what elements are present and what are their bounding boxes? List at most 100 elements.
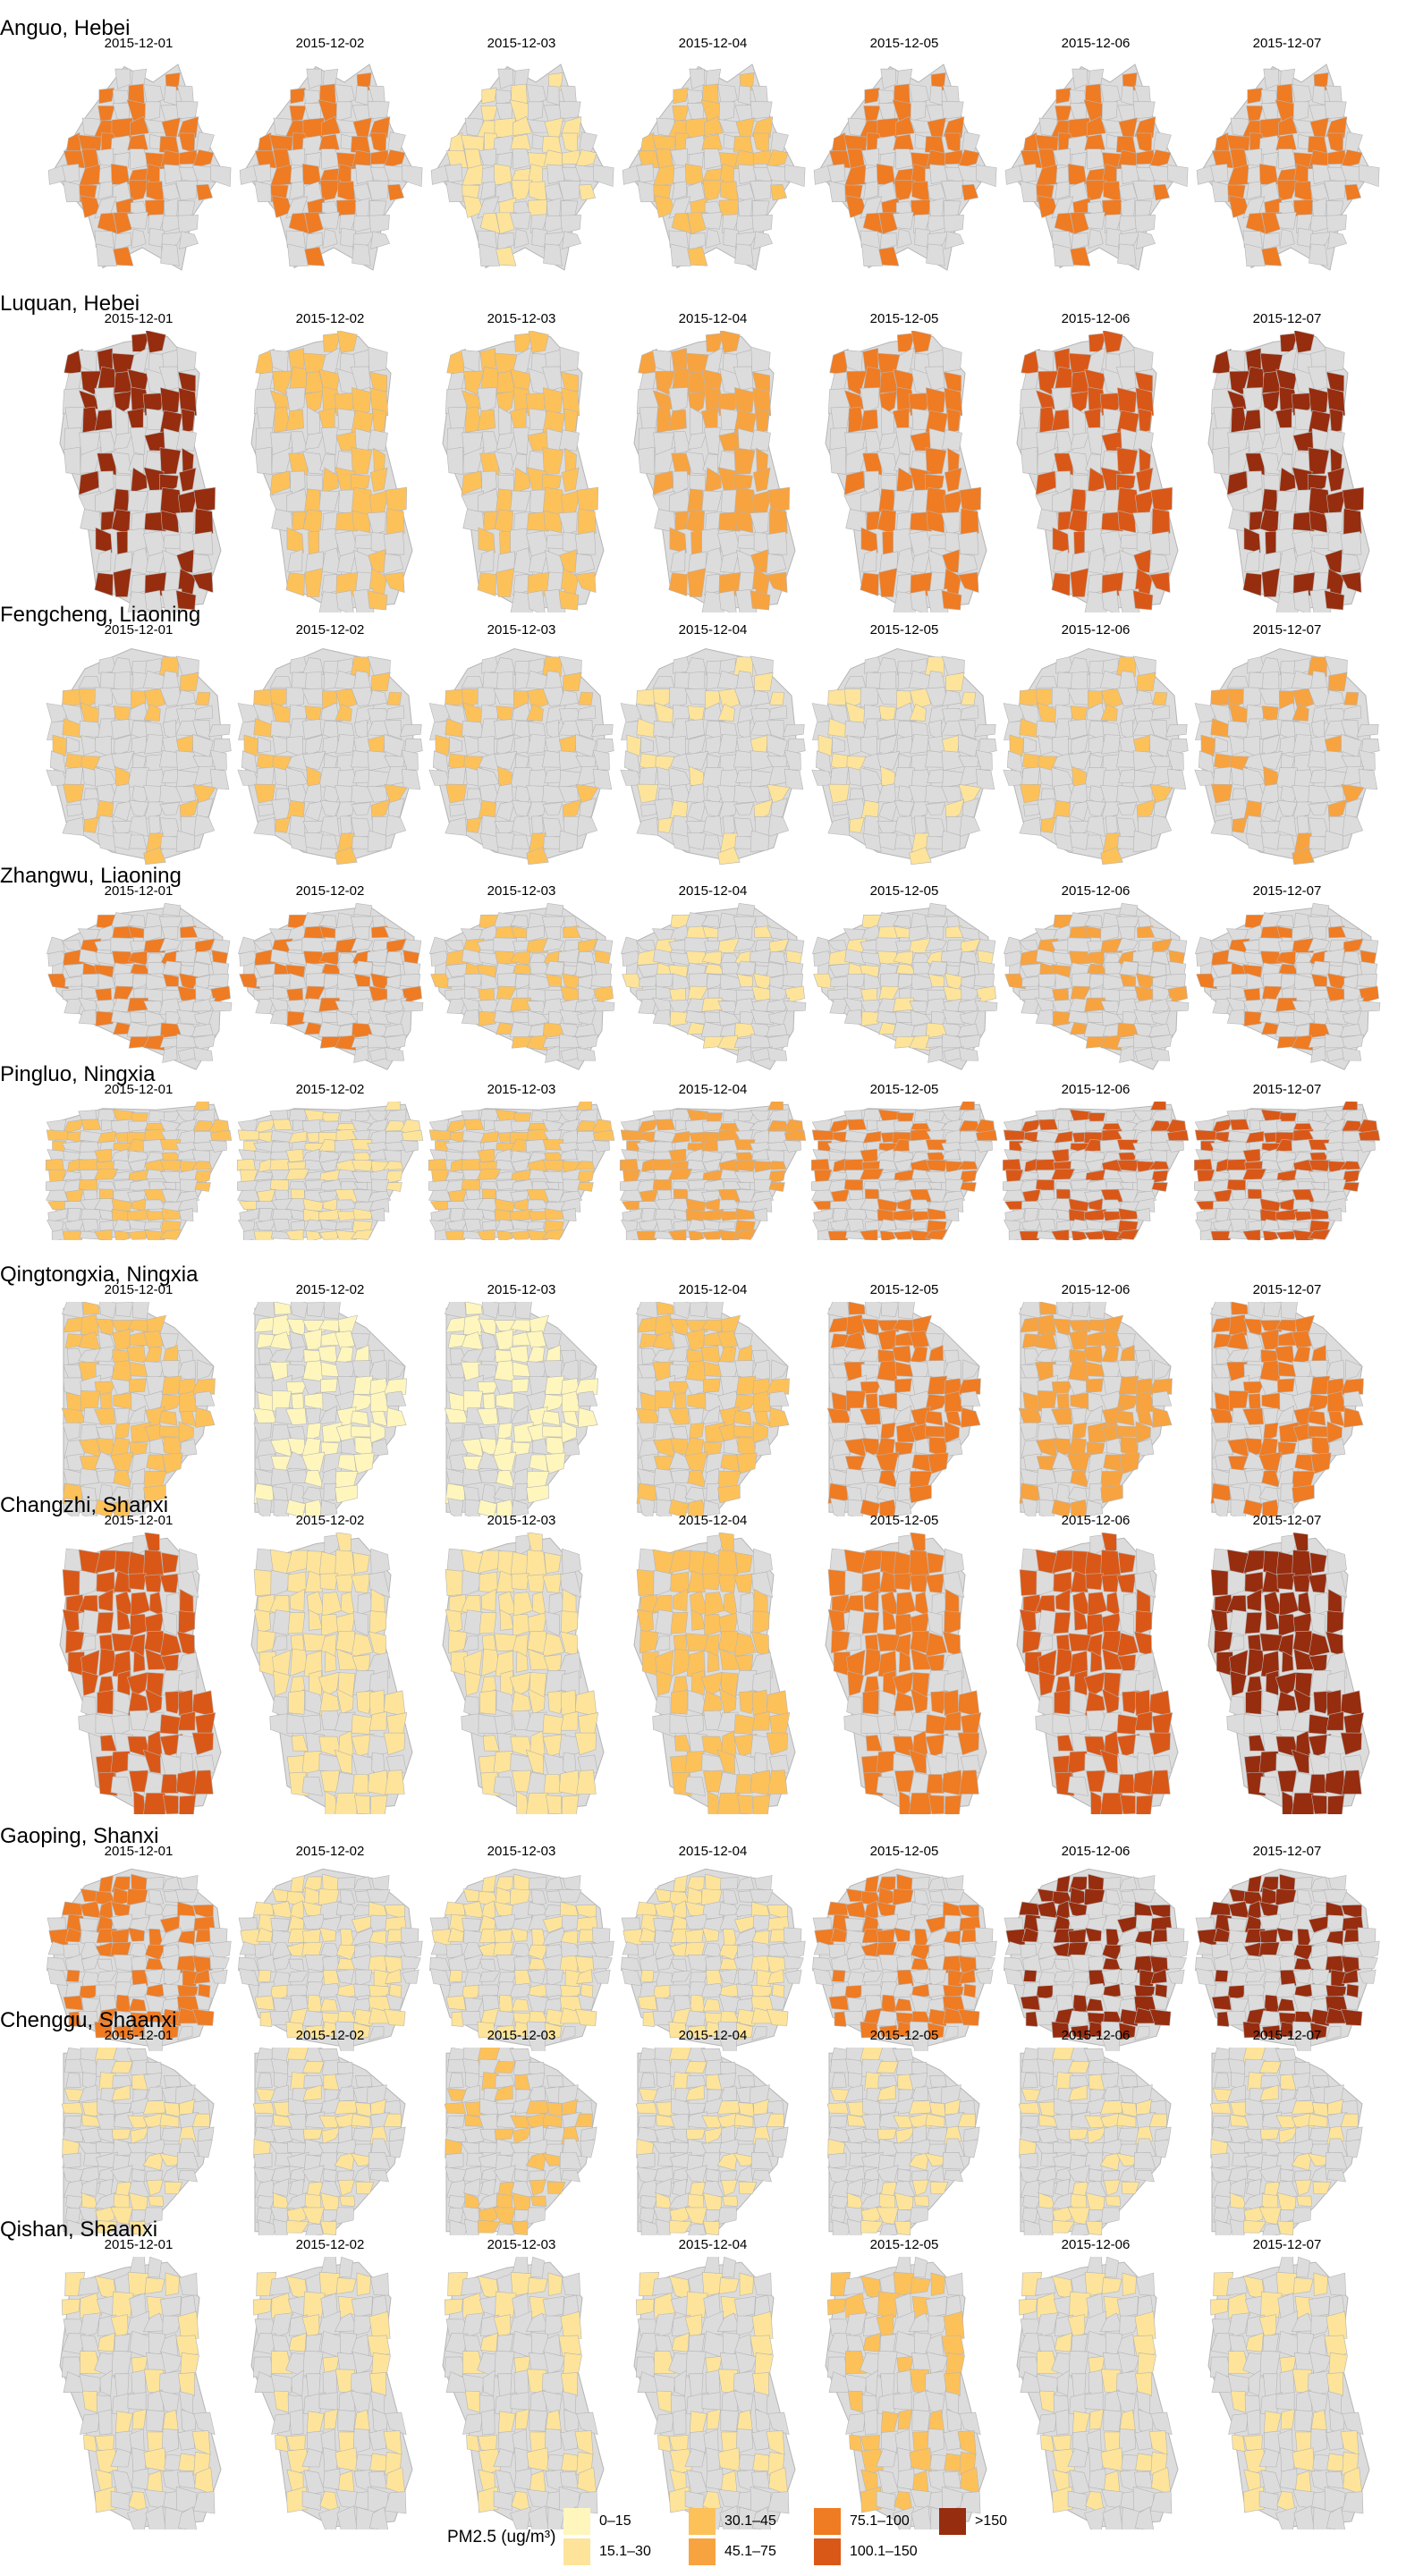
- pm25-cell: [1020, 1119, 1042, 1135]
- pm25-cell: [191, 1732, 214, 1756]
- nodata-cell: [176, 689, 196, 706]
- nodata-cell: [1292, 1152, 1316, 1164]
- pm25-cell: [95, 987, 113, 1002]
- nodata-cell: [959, 1034, 981, 1050]
- pm25-cell: [478, 1010, 500, 1026]
- nodata-cell: [335, 1152, 359, 1164]
- pm25-cell: [544, 1208, 564, 1220]
- pm25-cell: [318, 997, 340, 1012]
- nodata-cell: [560, 1148, 578, 1161]
- pm25-cell: [127, 1230, 148, 1240]
- nodata-cell: [289, 181, 304, 200]
- nodata-cell: [877, 751, 901, 770]
- nodata-cell: [911, 974, 933, 991]
- nodata-cell: [636, 164, 655, 183]
- nodata-cell: [1356, 724, 1379, 738]
- pm25-cell: [175, 1769, 197, 1796]
- nodata-cell: [910, 101, 927, 122]
- pm25-cell: [543, 1160, 565, 1172]
- pm25-cell: [669, 1010, 691, 1026]
- nodata-cell: [737, 1111, 755, 1122]
- nodata-cell: [447, 1219, 469, 1231]
- nodata-cell: [175, 830, 196, 853]
- nodata-cell: [574, 553, 596, 575]
- nodata-cell: [445, 1468, 468, 1486]
- nodata-cell: [1292, 801, 1312, 820]
- nodata-cell: [1023, 804, 1040, 817]
- nodata-cell: [1149, 720, 1168, 740]
- pm25-cell: [542, 387, 563, 415]
- pm25-cell: [686, 1349, 704, 1363]
- pm25-cell: [560, 1689, 577, 1717]
- nodata-cell: [302, 751, 326, 770]
- nodata-cell: [272, 1609, 292, 1636]
- nodata-cell: [1308, 937, 1330, 952]
- nodata-cell: [526, 1221, 545, 1230]
- pm25-cell: [672, 106, 690, 122]
- nodata-cell: [687, 432, 707, 450]
- date-label: 2015-12-01: [104, 622, 174, 638]
- nodata-cell: [734, 836, 754, 849]
- nodata-cell: [846, 1609, 866, 1636]
- pm25-cell: [353, 1452, 375, 1474]
- nodata-cell: [113, 832, 132, 850]
- nodata-cell: [273, 1219, 291, 1232]
- pm25-cell: [1278, 115, 1298, 136]
- nodata-cell: [494, 452, 515, 475]
- pm25-cell: [879, 1499, 898, 1516]
- nodata-cell: [1340, 531, 1362, 555]
- nodata-cell: [1071, 734, 1089, 756]
- pm25-cell: [465, 1302, 483, 1315]
- nodata-cell: [447, 975, 468, 987]
- pm25-cell: [957, 1378, 981, 1395]
- pm25-cell: [285, 572, 305, 596]
- nodata-cell: [1021, 975, 1042, 987]
- nodata-cell: [319, 1219, 340, 1230]
- nodata-cell: [1245, 832, 1265, 852]
- nodata-cell: [383, 961, 402, 979]
- pm25-cell: [1340, 1378, 1364, 1395]
- nodata-cell: [686, 89, 704, 105]
- nodata-cell: [323, 1482, 337, 1501]
- pm25-cell: [1340, 571, 1362, 594]
- pm25-cell: [733, 1139, 756, 1151]
- map-svg: [442, 1533, 605, 1814]
- nodata-cell: [717, 1361, 739, 1381]
- pm25-cell: [1116, 410, 1139, 435]
- nodata-cell: [323, 974, 343, 990]
- nodata-cell: [812, 1149, 834, 1163]
- nodata-cell: [1006, 750, 1023, 773]
- pm25-cell: [161, 1375, 182, 1395]
- pm25-cell: [944, 671, 965, 692]
- nodata-cell: [304, 832, 324, 850]
- pm25-cell: [542, 447, 564, 475]
- pm25-cell: [910, 511, 933, 532]
- pm25-cell: [542, 1714, 565, 1735]
- nodata-cell: [192, 1047, 214, 1061]
- pm25-cell: [1261, 568, 1281, 597]
- nodata-cell: [481, 431, 499, 455]
- date-label: 2015-12-05: [869, 36, 939, 51]
- pm25-cell: [975, 1129, 998, 1141]
- nodata-cell: [64, 406, 85, 431]
- pm25-cell: [880, 1422, 896, 1441]
- nodata-cell: [290, 1302, 309, 1319]
- nodata-cell: [208, 974, 229, 989]
- pm25-cell: [1136, 925, 1155, 939]
- pm25-cell: [1138, 408, 1153, 434]
- nodata-cell: [479, 549, 495, 572]
- nodata-cell: [894, 1499, 912, 1516]
- pm25-cell: [671, 1130, 690, 1144]
- nodata-cell: [865, 1220, 880, 1231]
- nodata-cell: [369, 231, 391, 250]
- nodata-cell: [1340, 1109, 1364, 1124]
- map-svg: [619, 1102, 807, 1240]
- nodata-cell: [193, 815, 216, 838]
- pm25-cell: [181, 408, 196, 434]
- nodata-cell: [685, 751, 709, 770]
- nodata-cell: [114, 68, 131, 89]
- nodata-cell: [894, 453, 910, 474]
- pm25-cell: [286, 527, 304, 553]
- pm25-cell: [1087, 115, 1106, 136]
- pm25-cell: [894, 1573, 912, 1591]
